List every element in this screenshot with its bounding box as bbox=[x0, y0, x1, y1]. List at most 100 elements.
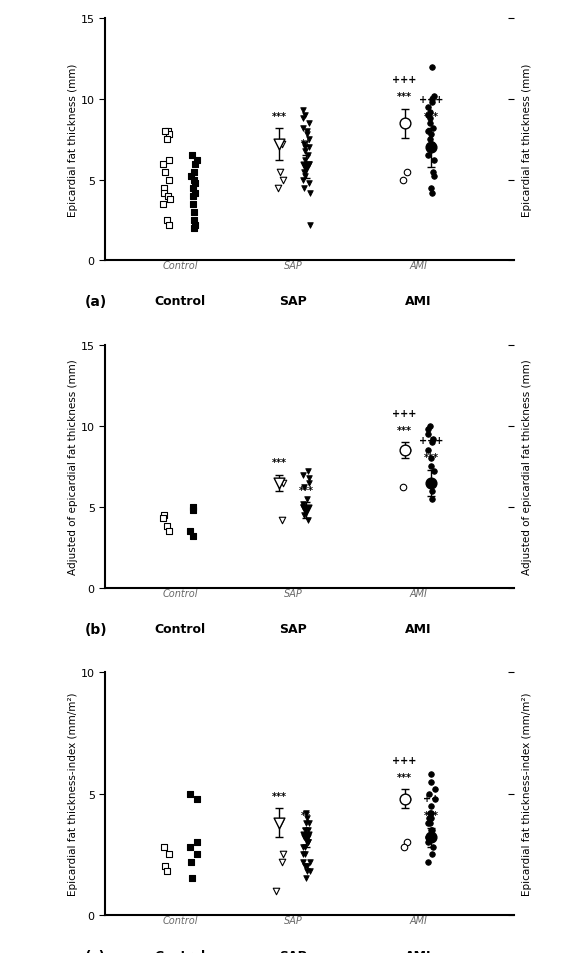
Point bbox=[305, 218, 315, 233]
Point bbox=[185, 786, 194, 801]
Text: SAP: SAP bbox=[283, 915, 302, 924]
Point bbox=[300, 109, 310, 124]
Point bbox=[304, 156, 314, 172]
Point bbox=[430, 791, 440, 806]
Point bbox=[300, 822, 310, 838]
Point bbox=[427, 822, 436, 838]
Point bbox=[304, 116, 314, 132]
Point bbox=[304, 815, 313, 830]
Text: Control: Control bbox=[162, 261, 198, 272]
Point bbox=[300, 144, 310, 159]
Point bbox=[427, 60, 437, 75]
Point bbox=[192, 791, 201, 806]
Point bbox=[298, 499, 308, 515]
Point bbox=[160, 508, 169, 523]
Point bbox=[192, 846, 201, 862]
Point bbox=[402, 165, 412, 180]
Point bbox=[304, 471, 314, 486]
Point bbox=[402, 835, 412, 850]
Point bbox=[304, 149, 313, 164]
Point bbox=[427, 137, 437, 152]
Point bbox=[423, 109, 433, 124]
Point bbox=[427, 186, 437, 201]
Point bbox=[159, 186, 168, 201]
Point bbox=[426, 767, 436, 782]
Point bbox=[190, 205, 199, 220]
Point bbox=[276, 815, 285, 830]
Point bbox=[298, 467, 308, 482]
Text: +++: +++ bbox=[419, 94, 443, 105]
Point bbox=[298, 854, 308, 869]
Point bbox=[399, 840, 409, 855]
Point bbox=[164, 846, 173, 862]
Point bbox=[428, 476, 437, 491]
Text: ++: ++ bbox=[423, 794, 439, 803]
Point bbox=[189, 503, 198, 518]
Point bbox=[423, 443, 433, 458]
Text: Control: Control bbox=[162, 588, 198, 598]
Point bbox=[303, 125, 312, 140]
Point bbox=[423, 427, 433, 442]
Text: **: ** bbox=[301, 139, 311, 149]
Point bbox=[425, 805, 434, 821]
Point bbox=[185, 840, 194, 855]
Text: AMI: AMI bbox=[409, 915, 427, 924]
Point bbox=[299, 508, 308, 523]
Point bbox=[429, 121, 438, 136]
Point bbox=[302, 128, 311, 143]
Point bbox=[426, 459, 435, 475]
Point bbox=[426, 830, 435, 845]
Point bbox=[300, 160, 310, 175]
Point bbox=[429, 840, 438, 855]
Point bbox=[164, 172, 173, 188]
Point bbox=[426, 452, 436, 467]
Text: SAP: SAP bbox=[279, 949, 307, 953]
Point bbox=[298, 840, 307, 855]
Text: ***: *** bbox=[424, 112, 439, 122]
Point bbox=[424, 422, 433, 437]
Point bbox=[303, 859, 312, 874]
Point bbox=[301, 170, 310, 185]
Point bbox=[305, 854, 314, 869]
Point bbox=[300, 859, 310, 874]
Point bbox=[190, 186, 200, 201]
Point bbox=[301, 503, 311, 518]
Text: ***: *** bbox=[397, 772, 412, 781]
Point bbox=[187, 149, 197, 164]
Point bbox=[426, 105, 435, 120]
Point bbox=[162, 213, 172, 229]
Point bbox=[402, 443, 412, 458]
Point bbox=[161, 859, 170, 874]
Point bbox=[278, 476, 287, 491]
Point bbox=[275, 165, 284, 180]
Point bbox=[164, 128, 173, 143]
Point bbox=[425, 810, 434, 825]
Point bbox=[427, 95, 437, 111]
Point bbox=[399, 116, 409, 132]
Point bbox=[299, 846, 308, 862]
Point bbox=[275, 815, 284, 830]
Point bbox=[299, 181, 308, 196]
Point bbox=[303, 464, 312, 479]
Point bbox=[189, 529, 198, 544]
Text: ***: *** bbox=[397, 92, 412, 102]
Point bbox=[304, 835, 313, 850]
Point bbox=[423, 830, 433, 845]
Point bbox=[428, 432, 437, 447]
Point bbox=[423, 854, 433, 869]
Point bbox=[299, 165, 308, 180]
Point bbox=[400, 116, 409, 132]
Point bbox=[427, 140, 436, 155]
Point bbox=[426, 822, 436, 838]
Point bbox=[424, 786, 433, 801]
Point bbox=[278, 846, 287, 862]
Point bbox=[301, 830, 311, 845]
Point bbox=[159, 181, 169, 196]
Text: SAP: SAP bbox=[283, 588, 302, 598]
Point bbox=[186, 854, 196, 869]
Point bbox=[429, 153, 439, 169]
Point bbox=[303, 863, 312, 879]
Point bbox=[304, 140, 314, 155]
Point bbox=[190, 172, 199, 188]
Text: ***: *** bbox=[424, 453, 439, 463]
